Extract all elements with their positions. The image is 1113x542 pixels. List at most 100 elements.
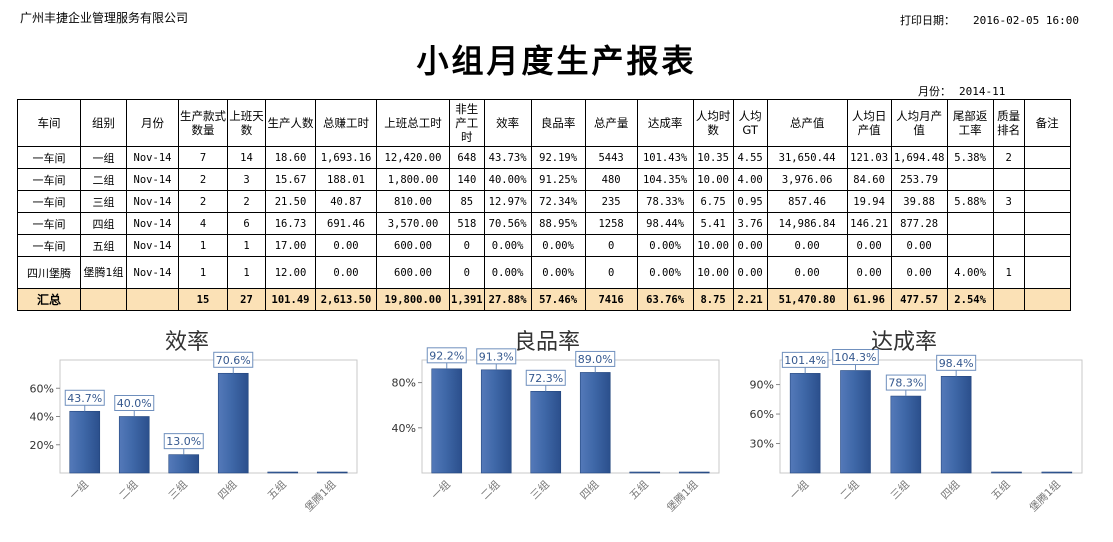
month-label: 月份： bbox=[918, 85, 951, 98]
bar bbox=[840, 370, 871, 474]
column-header: 生产人数 bbox=[265, 99, 316, 147]
table-cell: 4.00 bbox=[732, 168, 768, 191]
table-cell: 235 bbox=[584, 190, 638, 213]
table-cell: 0 bbox=[449, 256, 485, 289]
table-row: 一车间 五组 Nov-14 1 1 17.00 0.00 600.00 0 0.00% 0.00% 0… bbox=[17, 234, 1071, 257]
data-label-box bbox=[64, 389, 105, 406]
table-cell: 一车间 bbox=[17, 146, 81, 169]
table-cell: 2 bbox=[227, 190, 266, 213]
table-cell: 12.97% bbox=[483, 190, 532, 213]
data-label: 98.4% bbox=[939, 357, 974, 370]
table-cell: 0.00 bbox=[766, 256, 848, 289]
print-date: 打印日期： 2016-02-05 16:00 bbox=[900, 12, 1079, 28]
table-cell: 3 bbox=[992, 190, 1025, 213]
data-label: 91.3% bbox=[479, 350, 514, 363]
y-tick-label: 30% bbox=[750, 438, 774, 451]
table-cell: Nov-14 bbox=[126, 146, 179, 169]
x-tick-label: 四组 bbox=[938, 478, 962, 502]
total-cell bbox=[992, 288, 1025, 311]
table-cell: 7 bbox=[178, 146, 228, 169]
table-cell bbox=[946, 234, 994, 257]
table-cell: 14 bbox=[227, 146, 266, 169]
table-cell: 39.88 bbox=[890, 190, 948, 213]
plot-area bbox=[421, 359, 720, 474]
x-tick-label: 五组 bbox=[265, 478, 289, 502]
table-cell bbox=[992, 234, 1025, 257]
data-label: 78.3% bbox=[888, 377, 923, 390]
table-row: 一车间 二组 Nov-14 2 3 15.67 188.01 1,800.00 140 40.00… bbox=[17, 168, 1071, 191]
total-cell: 27 bbox=[227, 288, 266, 311]
table-cell: 0.00 bbox=[315, 256, 377, 289]
table-cell: 0.00 bbox=[846, 256, 892, 289]
table-cell: 0.00% bbox=[530, 256, 586, 289]
bar bbox=[1041, 471, 1073, 474]
column-header: 上班天数 bbox=[227, 99, 266, 147]
table-cell: 一车间 bbox=[17, 168, 81, 191]
table-cell: Nov-14 bbox=[126, 234, 179, 257]
total-cell: 57.46% bbox=[530, 288, 586, 311]
table-cell: 一组 bbox=[80, 146, 127, 169]
total-cell bbox=[1023, 288, 1071, 311]
x-tick-label: 堡腾1组 bbox=[1027, 478, 1064, 515]
table-cell: 0 bbox=[584, 234, 638, 257]
data-label-box bbox=[885, 374, 926, 391]
column-header: 质量排名 bbox=[992, 99, 1025, 147]
table-cell: 6.75 bbox=[692, 190, 734, 213]
table-cell bbox=[1023, 212, 1071, 235]
y-tick-label: 60% bbox=[30, 382, 54, 395]
table-cell: 0.95 bbox=[732, 190, 768, 213]
x-tick-label: 二组 bbox=[838, 478, 862, 502]
table-cell: 4.55 bbox=[732, 146, 768, 169]
data-label: 70.6% bbox=[216, 354, 251, 367]
table-cell: 518 bbox=[449, 212, 485, 235]
table-cell: 12,420.00 bbox=[376, 146, 450, 169]
table-cell: 一车间 bbox=[17, 234, 81, 257]
table-cell: 堡腾1组 bbox=[80, 256, 127, 289]
data-label-box bbox=[781, 351, 829, 368]
data-label: 104.3% bbox=[835, 351, 877, 364]
data-label: 89.0% bbox=[578, 353, 613, 366]
column-header: 人均日产值 bbox=[846, 99, 892, 147]
bar bbox=[789, 373, 821, 474]
table-cell: 101.43% bbox=[636, 146, 694, 169]
table-cell: 0.00% bbox=[530, 234, 586, 257]
table-cell: 三组 bbox=[80, 190, 127, 213]
total-cell: 477.57 bbox=[890, 288, 948, 311]
table-row: 一车间 三组 Nov-14 2 2 21.50 40.87 810.00 85 12.97% 72.… bbox=[17, 190, 1071, 213]
table-cell bbox=[992, 168, 1025, 191]
table-cell: 2 bbox=[178, 168, 228, 191]
x-tick-label: 堡腾1组 bbox=[302, 478, 339, 515]
table-cell: 3.76 bbox=[732, 212, 768, 235]
table-cell: 40.00% bbox=[483, 168, 532, 191]
table-cell: 84.60 bbox=[846, 168, 892, 191]
total-cell: 汇总 bbox=[17, 288, 81, 311]
table-cell: 0.00 bbox=[890, 256, 948, 289]
bar bbox=[991, 471, 1022, 474]
data-label-box bbox=[575, 350, 616, 367]
table-cell: 0.00 bbox=[315, 234, 377, 257]
bar bbox=[168, 454, 200, 474]
table-cell: 0 bbox=[449, 234, 485, 257]
table-cell: 253.79 bbox=[890, 168, 948, 191]
total-cell bbox=[80, 288, 127, 311]
data-label: 43.7% bbox=[67, 392, 102, 405]
total-cell: 27.88% bbox=[483, 288, 532, 311]
report-month: 月份： 2014-11 bbox=[918, 83, 1005, 99]
table-cell: 1,800.00 bbox=[376, 168, 450, 191]
table-cell: 104.35% bbox=[636, 168, 694, 191]
data-label-box bbox=[936, 354, 977, 371]
table-cell: 3 bbox=[227, 168, 266, 191]
plot-area bbox=[59, 359, 358, 474]
table-cell: 一车间 bbox=[17, 212, 81, 235]
table-header-row: 车间 组别 月份 生产款式数量 上班天数 生产人数 总赚工时 上班总工时 非生产工时 效率 良品率总… bbox=[17, 99, 1071, 147]
table-cell: 10.00 bbox=[692, 168, 734, 191]
total-cell: 1,391 bbox=[449, 288, 485, 311]
table-cell: 1 bbox=[178, 256, 228, 289]
chart-svg: 20% 40% 60% 43.7% 一组 40.0% 二组 13.0% 三组 70.6% 四组 五组堡… bbox=[30, 351, 358, 515]
table-cell: 98.44% bbox=[636, 212, 694, 235]
table-cell: 72.34% bbox=[530, 190, 586, 213]
data-label: 40.0% bbox=[117, 397, 152, 410]
x-tick-label: 四组 bbox=[577, 478, 601, 502]
x-tick-label: 五组 bbox=[627, 478, 651, 502]
x-tick-label: 一组 bbox=[787, 478, 811, 502]
